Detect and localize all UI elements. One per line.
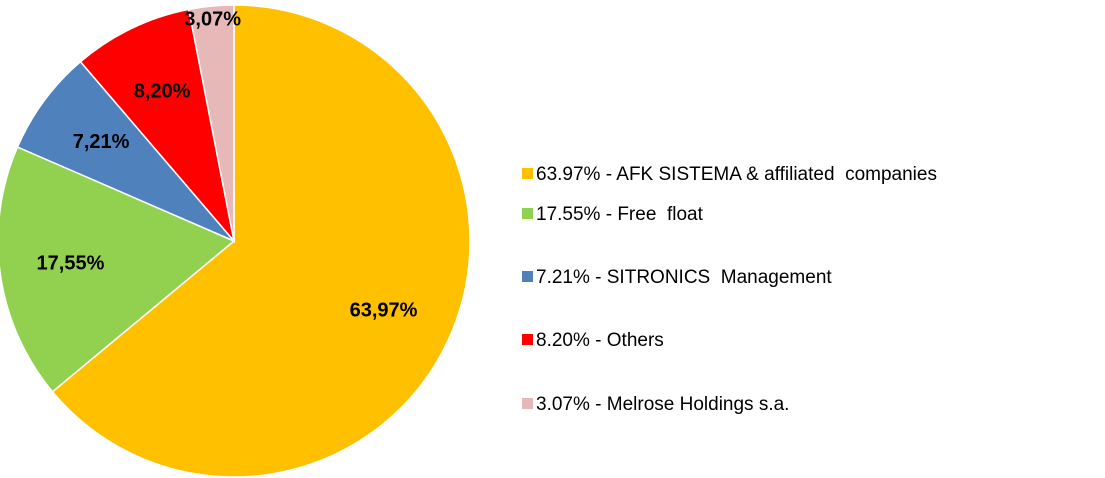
legend-swatch: [522, 398, 533, 409]
legend-label: 3.07% - Melrose Holdings s.a.: [536, 394, 789, 415]
pie-slice: [16, 60, 235, 242]
legend-label: 17.55% - Free float: [536, 204, 704, 225]
legend-swatch: [522, 334, 533, 345]
pie-slice: [187, 4, 235, 242]
data-label: 63,97%: [350, 299, 418, 321]
data-label: 17,55%: [37, 253, 105, 275]
data-label: 3,07%: [184, 8, 241, 30]
legend-label: 63.97% - AFK SISTEMA & affiliated compan…: [536, 164, 937, 185]
pie-slice: [79, 8, 236, 244]
data-label: 8,20%: [134, 81, 191, 103]
legend-label: 8.20% - Others: [536, 330, 664, 351]
data-label: 7,21%: [73, 131, 130, 153]
pie-slice: [0, 146, 236, 393]
pie-slice: [51, 4, 471, 478]
legend-swatch: [522, 271, 533, 282]
legend-swatch: [522, 208, 533, 219]
legend-label: 7.21% - SITRONICS Management: [536, 267, 832, 288]
legend-swatch: [522, 168, 533, 179]
